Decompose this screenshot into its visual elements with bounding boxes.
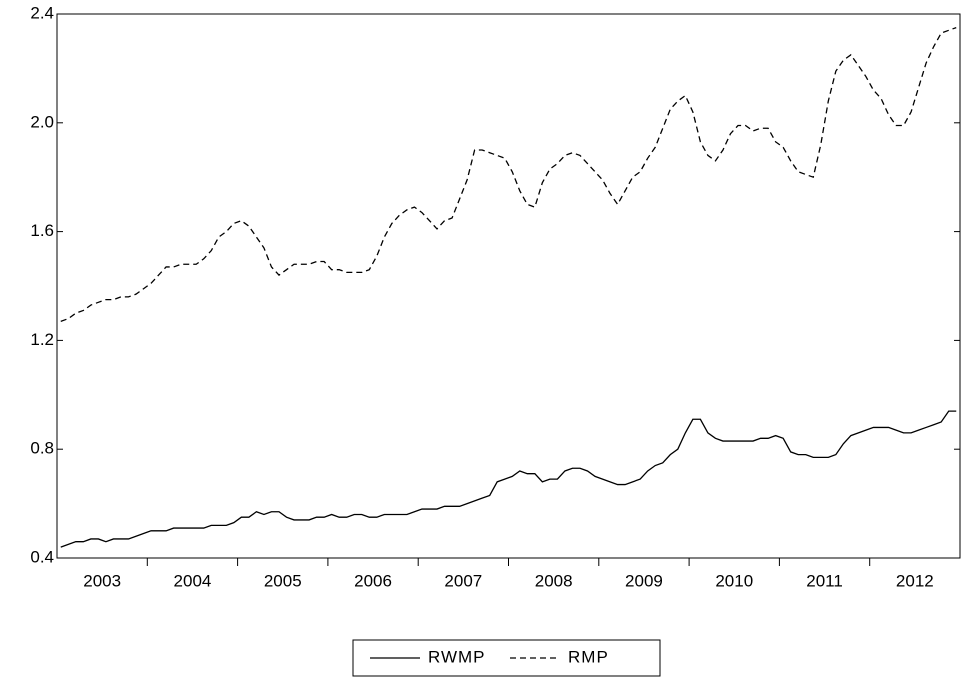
- x-tick-label: 2011: [806, 571, 843, 590]
- legend-label: RWMP: [428, 647, 486, 666]
- series-line: [60, 26, 957, 322]
- x-tick-label: 2007: [444, 571, 482, 590]
- x-tick-label: 2010: [715, 571, 753, 590]
- x-tick-label: 2005: [264, 571, 302, 590]
- y-tick-label: 1.2: [30, 330, 54, 349]
- series-line: [60, 410, 957, 548]
- x-tick-label: 2009: [625, 571, 663, 590]
- y-tick-label: 2.0: [30, 112, 54, 131]
- legend-label: RMP: [568, 647, 609, 666]
- x-tick-label: 2006: [354, 571, 392, 590]
- plot-frame: [56, 13, 961, 559]
- y-tick-label: 0.4: [30, 547, 54, 566]
- y-tick-label: 2.4: [30, 3, 54, 22]
- x-tick-label: 2012: [896, 571, 934, 590]
- x-tick-label: 2004: [174, 571, 212, 590]
- y-tick-label: 1.6: [30, 221, 54, 240]
- x-tick-label: 2003: [83, 571, 121, 590]
- x-tick-label: 2008: [535, 571, 573, 590]
- y-tick-label: 0.8: [30, 439, 54, 458]
